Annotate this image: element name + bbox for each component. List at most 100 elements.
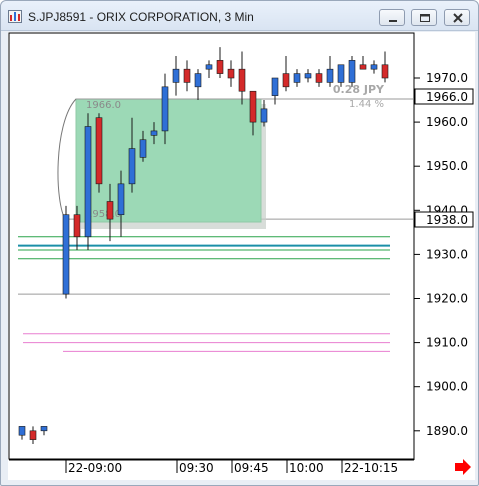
candle-up xyxy=(370,60,378,74)
box-low-price-text: 1938.0 xyxy=(426,213,468,227)
candle-down xyxy=(106,183,114,242)
candle-up xyxy=(172,55,180,96)
candle-up xyxy=(150,122,158,145)
x-label-0900: 22-09:00 xyxy=(68,461,122,475)
candle-body xyxy=(40,426,48,432)
candle-body xyxy=(150,130,158,136)
candle-body xyxy=(260,108,268,123)
candle-body xyxy=(315,73,323,83)
y-tick-label: 1920.0 xyxy=(426,292,468,306)
chart-app-icon xyxy=(8,10,22,23)
candle-up xyxy=(348,55,356,87)
candle-body xyxy=(194,73,202,88)
candle-down xyxy=(238,51,246,105)
candle-body xyxy=(227,68,235,79)
right-arrow-icon[interactable] xyxy=(455,459,471,475)
y-tick-label: 1900.0 xyxy=(426,380,468,394)
minimize-icon xyxy=(389,20,397,22)
candle-up xyxy=(139,130,147,162)
candle-up xyxy=(18,426,26,440)
x-axis: 22-09:00 09:30 09:45 10:00 22-10:15 xyxy=(9,459,414,475)
candle-down xyxy=(249,90,257,136)
candle-body xyxy=(359,64,367,70)
close-icon xyxy=(453,13,463,23)
restore-button[interactable] xyxy=(411,9,437,26)
candle-up xyxy=(161,73,169,145)
candle-up xyxy=(304,69,312,83)
candle-body xyxy=(348,60,356,83)
restore-icon xyxy=(420,14,430,22)
box-low-price-label: 1938.0 xyxy=(414,211,474,228)
candle-body xyxy=(282,73,290,88)
box-fill xyxy=(75,98,262,223)
box-low-price-box xyxy=(414,211,474,228)
y-tick-label: 1890.0 xyxy=(426,424,468,438)
candle-body xyxy=(183,68,191,83)
candle-body xyxy=(205,64,213,70)
candle-down xyxy=(227,60,235,87)
box-top-value: 1966.0 xyxy=(86,100,121,111)
current-price-text: 1966.0 xyxy=(426,90,468,104)
box-change-pct: 1.44 % xyxy=(349,99,384,110)
candle-down xyxy=(381,51,389,83)
y-tick-label: 1930.0 xyxy=(426,247,468,261)
candle-up xyxy=(194,69,202,101)
candle-body xyxy=(128,148,136,185)
y-tick-label: 1960.0 xyxy=(426,115,468,129)
candle-up xyxy=(117,170,125,237)
y-tick-label: 1970.0 xyxy=(426,71,468,85)
candle-body xyxy=(337,64,345,83)
candle-down xyxy=(29,426,37,445)
candle-body xyxy=(172,68,180,83)
candle-body xyxy=(161,86,169,132)
box-change-jpy: 0.28 JPY xyxy=(333,83,385,96)
candle-down xyxy=(359,55,367,70)
candle-up xyxy=(205,60,213,78)
title-bar[interactable]: S.JPJ8591 - ORIX CORPORATION, 3 Min xyxy=(1,1,478,31)
x-label-0930: 09:30 xyxy=(179,461,214,475)
x-label-0945: 09:45 xyxy=(234,461,269,475)
candle-body xyxy=(84,126,92,238)
close-button[interactable] xyxy=(444,9,470,26)
candle-body xyxy=(18,426,26,436)
candle-body xyxy=(95,117,103,185)
candlestick-chart[interactable]: 1966.0 1958.0 0.28 JPY 1.44 % 1970.0 1960… xyxy=(8,32,475,480)
candle-down xyxy=(95,113,103,193)
candle-up xyxy=(128,117,136,193)
candle-down xyxy=(315,69,323,87)
x-label-1015: 22-10:15 xyxy=(344,461,398,475)
candle-up xyxy=(271,77,279,105)
candle-body xyxy=(139,139,147,158)
candle-body xyxy=(293,73,301,83)
x-label-1000: 10:00 xyxy=(289,461,324,475)
minimize-button[interactable] xyxy=(379,9,405,26)
candle-body xyxy=(62,214,70,295)
candle-body xyxy=(216,60,224,74)
candle-up xyxy=(293,69,301,87)
candle-body xyxy=(117,183,125,216)
candle-down xyxy=(183,60,191,92)
candle-body xyxy=(271,77,279,96)
candle-body xyxy=(29,430,37,440)
candle-body xyxy=(381,64,389,79)
candle-body xyxy=(370,64,378,70)
current-price-box xyxy=(414,88,474,105)
candle-up xyxy=(326,55,334,87)
candle-up xyxy=(337,64,345,87)
candle-down xyxy=(73,205,81,250)
candle-up xyxy=(260,100,268,127)
window-title: S.JPJ8591 - ORIX CORPORATION, 3 Min xyxy=(28,10,254,24)
candle-up xyxy=(62,205,70,299)
candles xyxy=(18,47,389,445)
candle-body xyxy=(326,68,334,83)
candle-body xyxy=(249,90,257,123)
y-tick-label: 1910.0 xyxy=(426,336,468,350)
chart-area[interactable]: 1966.0 1958.0 0.28 JPY 1.44 % 1970.0 1960… xyxy=(8,32,475,480)
candle-up xyxy=(40,426,48,436)
candle-body xyxy=(106,201,114,220)
box-bottom-value: 1958.0 xyxy=(86,209,121,220)
candle-body xyxy=(238,68,246,92)
candle-body xyxy=(73,214,81,238)
candle-down xyxy=(216,47,224,78)
